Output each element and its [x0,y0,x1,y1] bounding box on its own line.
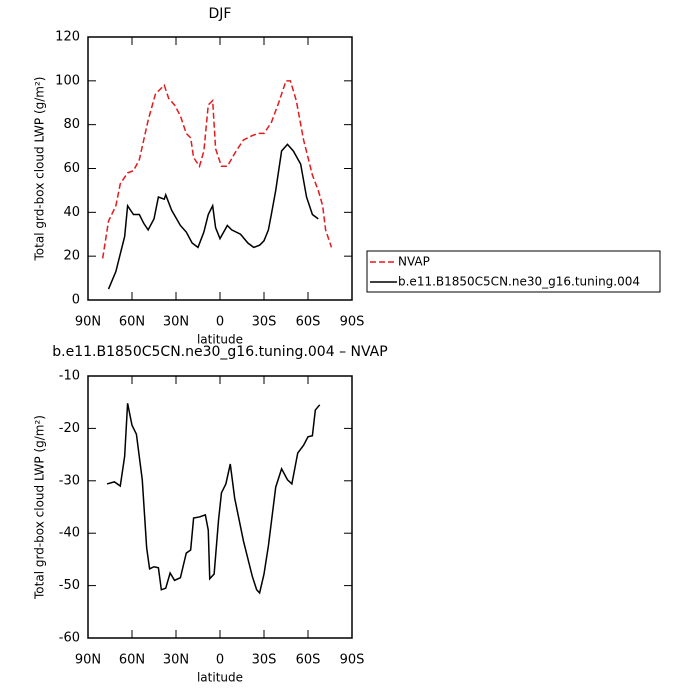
x-axis-label: latitude [197,671,243,685]
y-tick-label: -20 [59,421,80,436]
y-tick-label: 100 [55,73,80,88]
series-line [106,403,321,595]
x-tick-label: 60S [296,653,321,668]
y-tick-label: 120 [55,30,80,45]
y-tick-label: -10 [59,369,80,384]
y-axis-label: Total grd-box cloud LWP (g/m²) [33,415,47,600]
chart-title: b.e11.B1850C5CN.ne30_g16.tuning.004 – NV… [52,344,387,360]
x-tick-label: 60N [119,653,145,668]
y-tick-label: 60 [63,161,80,176]
y-tick-label: 80 [63,117,80,132]
x-tick-label: 0 [216,653,224,668]
x-tick-label: 60N [119,315,145,330]
legend-label: b.e11.B1850C5CN.ne30_g16.tuning.004 [398,275,640,289]
series-line [107,143,319,290]
legend-box [366,250,661,293]
y-tick-label: -50 [59,578,80,593]
x-axis-label: latitude [197,333,243,347]
y-tick-label: -60 [59,631,80,646]
x-tick-label: 0 [216,315,224,330]
x-tick-label: 30S [252,315,277,330]
y-axis-label: Total grd-box cloud LWP (g/m²) [33,77,47,262]
plot-frame [87,36,353,301]
x-tick-label: 90N [75,653,101,668]
chart-title: DJF [209,6,232,22]
x-tick-label: 30S [252,653,277,668]
x-tick-label: 90N [75,315,101,330]
y-tick-label: 40 [63,205,80,220]
x-tick-label: 90S [340,653,365,668]
y-tick-label: -40 [59,526,80,541]
series-line [101,80,333,259]
y-tick-label: 0 [72,293,80,308]
x-tick-label: 30N [163,653,189,668]
legend-label: NVAP [398,255,430,269]
x-tick-label: 90S [340,315,365,330]
y-tick-label: 20 [63,249,80,264]
x-tick-label: 60S [296,315,321,330]
x-tick-label: 30N [163,315,189,330]
y-tick-label: -30 [59,473,80,488]
